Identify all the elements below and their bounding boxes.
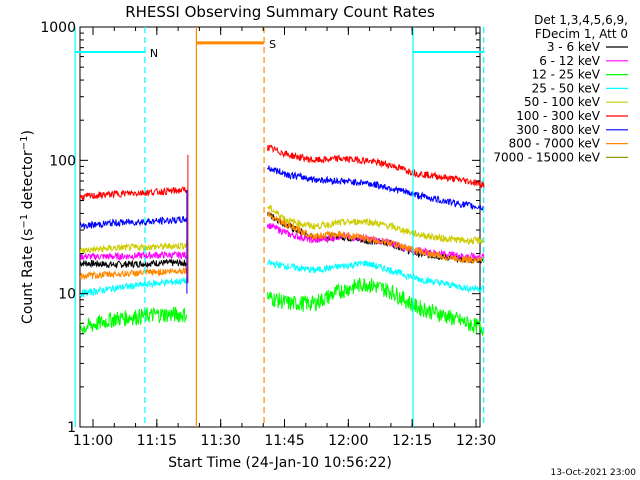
series-line-4-before bbox=[79, 242, 187, 254]
series-line-2-before bbox=[79, 306, 187, 335]
plot-area: NS 11:00 11:15 11:30 11:45 12:00 12:15 12:3011… bbox=[40, 20, 496, 449]
series-line-6-before bbox=[79, 216, 187, 230]
legend-label-4: 50 - 100 keV bbox=[524, 95, 601, 109]
y-axis-label-sup1: −1 bbox=[19, 214, 30, 229]
series-line-1-before bbox=[79, 250, 187, 262]
legend-label-3: 25 - 50 keV bbox=[532, 81, 601, 95]
legend-header-1: Det 1,3,4,5,6,9, bbox=[534, 13, 628, 27]
series-line-5-before bbox=[79, 186, 187, 202]
flag-label-S: S bbox=[269, 38, 276, 51]
axis-layer: 11:00 11:15 11:30 11:45 12:00 12:15 12:30 1 10 10… bbox=[40, 20, 496, 449]
series-line-7-before bbox=[79, 267, 187, 280]
y-axis-label-end: ) bbox=[20, 130, 36, 135]
chart-title: RHESSI Observing Summary Count Rates bbox=[125, 3, 435, 21]
series-layer bbox=[79, 144, 485, 336]
x-tick-label-1: 11:15 bbox=[137, 433, 177, 449]
y-axis-label: Count Rate (s−1 detector−1) bbox=[19, 130, 36, 324]
x-tick-label-6: 12:30 bbox=[456, 433, 496, 449]
legend-label-0: 3 - 6 keV bbox=[547, 40, 601, 54]
y-tick-label-0: 1 bbox=[67, 420, 76, 436]
legend-label-5: 100 - 300 keV bbox=[516, 109, 600, 123]
plot-frame bbox=[79, 26, 481, 428]
x-axis-label: Start Time (24-Jan-10 10:56:22) bbox=[168, 455, 392, 471]
footer-date: 13-Oct-2021 23:00 bbox=[551, 468, 637, 478]
series-line-5-after bbox=[267, 144, 485, 189]
series-line-6-after bbox=[267, 165, 485, 211]
x-tick-label-2: 11:30 bbox=[200, 433, 240, 449]
y-tick-label-3: 1000 bbox=[40, 20, 76, 36]
y-tick-label-1: 10 bbox=[58, 287, 76, 303]
series-line-0-before bbox=[79, 258, 187, 269]
x-tick-label-3: 11:45 bbox=[264, 433, 304, 449]
legend-header-2: FDecim 1, Att 0 bbox=[535, 27, 628, 41]
legend: Det 1,3,4,5,6,9, FDecim 1, Att 0 3 - 6 k… bbox=[493, 13, 628, 164]
x-tick-label-5: 12:15 bbox=[392, 433, 432, 449]
legend-label-7: 800 - 7000 keV bbox=[509, 137, 601, 151]
flag-label-N: N bbox=[150, 47, 158, 60]
series-line-7-after bbox=[267, 211, 485, 265]
legend-label-8: 7000 - 15000 keV bbox=[493, 150, 600, 164]
x-tick-label-0: 11:00 bbox=[73, 433, 113, 449]
x-tick-label-4: 12:00 bbox=[328, 433, 368, 449]
legend-label-1: 6 - 12 keV bbox=[539, 54, 601, 68]
legend-label-6: 300 - 800 keV bbox=[516, 123, 600, 137]
flag-layer: NS bbox=[74, 27, 485, 427]
y-axis-label-mid: detector bbox=[20, 150, 36, 214]
series-line-2-after bbox=[267, 277, 485, 336]
series-line-3-before bbox=[79, 277, 187, 299]
series-line-4-after bbox=[267, 204, 485, 246]
series-line-3-after bbox=[267, 259, 485, 294]
y-axis-label-main: Count Rate (s bbox=[20, 229, 36, 324]
y-axis-label-sup2: −1 bbox=[19, 136, 30, 151]
legend-label-2: 12 - 25 keV bbox=[532, 68, 601, 82]
y-tick-label-2: 100 bbox=[49, 153, 76, 169]
